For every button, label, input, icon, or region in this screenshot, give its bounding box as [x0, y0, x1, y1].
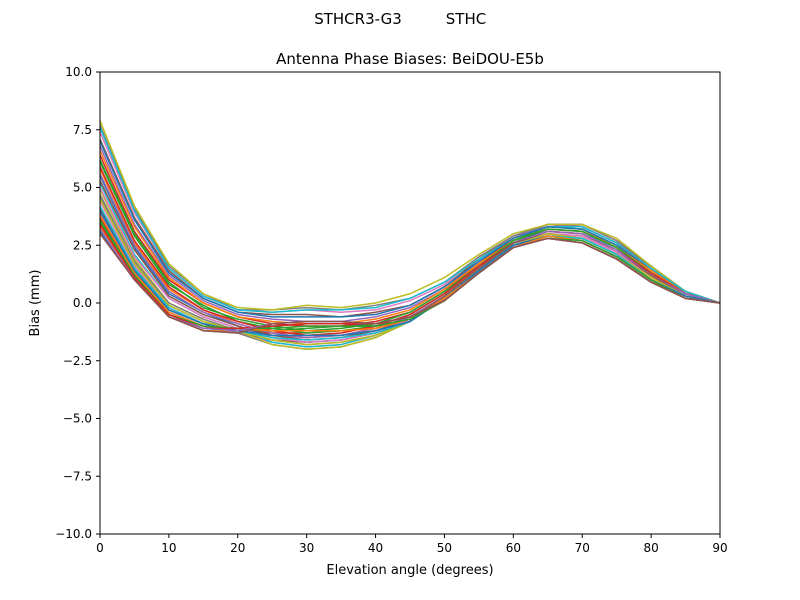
series-line-az160 [99, 219, 721, 330]
chart-title: Antenna Phase Biases: BeiDOU-E5b [276, 50, 544, 68]
y-tick-label: 7.5 [73, 123, 92, 137]
series-line-az085 [99, 124, 721, 311]
suptitle-left: STHCR3-G3 [314, 10, 402, 28]
series-line-az170 [99, 228, 721, 332]
x-tick-label: 40 [368, 541, 383, 555]
x-tick-label: 20 [230, 541, 245, 555]
series-line-az155 [99, 214, 721, 332]
y-tick-label: −2.5 [63, 354, 92, 368]
x-tick-label: 90 [712, 541, 727, 555]
y-tick-label: 10.0 [65, 65, 92, 79]
x-axis: 0 10 20 30 40 50 60 70 80 90 [96, 534, 728, 555]
x-tick-label: 10 [161, 541, 176, 555]
x-tick-label: 60 [506, 541, 521, 555]
series-line-az175 [99, 233, 721, 334]
x-tick-label: 80 [643, 541, 658, 555]
y-axis: −10.0 −7.5 −5.0 −2.5 0.0 2.5 5.0 7.5 10.0 [55, 65, 100, 541]
y-tick-label: 2.5 [73, 238, 92, 252]
y-tick-label: −7.5 [63, 469, 92, 483]
series-line-az100 [99, 140, 721, 318]
x-tick-label: 30 [299, 541, 314, 555]
y-tick-label: −10.0 [55, 527, 92, 541]
x-tick-label: 70 [575, 541, 590, 555]
y-tick-label: 0.0 [73, 296, 92, 310]
series-line-az015 [99, 217, 721, 334]
y-tick-label: −5.0 [63, 412, 92, 426]
suptitle-right: STHC [446, 10, 486, 28]
plot-lines [99, 120, 721, 350]
series-line-az110 [99, 159, 721, 332]
y-axis-label: Bias (mm) [28, 270, 43, 337]
series-line-az090 [99, 120, 721, 311]
series-line-az095 [99, 127, 721, 313]
x-axis-label: Elevation angle (degrees) [326, 563, 493, 578]
y-tick-label: 5.0 [73, 181, 92, 195]
x-tick-label: 50 [437, 541, 452, 555]
x-tick-label: 0 [96, 541, 104, 555]
